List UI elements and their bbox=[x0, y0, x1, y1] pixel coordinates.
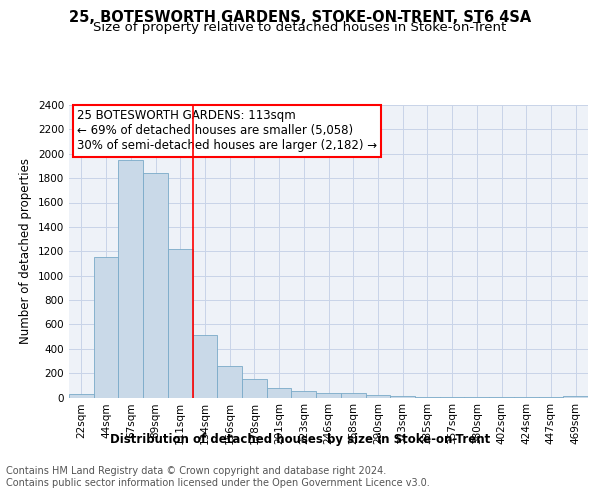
Bar bbox=[563, 396, 588, 398]
Text: Size of property relative to detached houses in Stoke-on-Trent: Size of property relative to detached ho… bbox=[94, 22, 506, 35]
Text: Contains HM Land Registry data © Crown copyright and database right 2024.: Contains HM Land Registry data © Crown c… bbox=[6, 466, 386, 476]
Bar bbox=[69, 394, 94, 398]
Bar bbox=[242, 378, 267, 398]
Text: 25 BOTESWORTH GARDENS: 113sqm
← 69% of detached houses are smaller (5,058)
30% o: 25 BOTESWORTH GARDENS: 113sqm ← 69% of d… bbox=[77, 110, 377, 152]
Bar bbox=[365, 395, 390, 398]
Bar bbox=[390, 396, 415, 398]
Bar bbox=[341, 393, 365, 398]
Bar bbox=[118, 160, 143, 398]
Text: Distribution of detached houses by size in Stoke-on-Trent: Distribution of detached houses by size … bbox=[110, 432, 490, 446]
Text: Contains public sector information licensed under the Open Government Licence v3: Contains public sector information licen… bbox=[6, 478, 430, 488]
Bar bbox=[193, 336, 217, 398]
Bar bbox=[292, 392, 316, 398]
Bar bbox=[143, 174, 168, 398]
Bar bbox=[168, 249, 193, 398]
Bar bbox=[464, 397, 489, 398]
Bar bbox=[94, 256, 118, 398]
Text: 25, BOTESWORTH GARDENS, STOKE-ON-TRENT, ST6 4SA: 25, BOTESWORTH GARDENS, STOKE-ON-TRENT, … bbox=[69, 10, 531, 25]
Bar bbox=[415, 396, 440, 398]
Bar bbox=[440, 396, 464, 398]
Bar bbox=[267, 388, 292, 398]
Bar bbox=[217, 366, 242, 398]
Y-axis label: Number of detached properties: Number of detached properties bbox=[19, 158, 32, 344]
Bar bbox=[316, 393, 341, 398]
Bar bbox=[489, 397, 514, 398]
